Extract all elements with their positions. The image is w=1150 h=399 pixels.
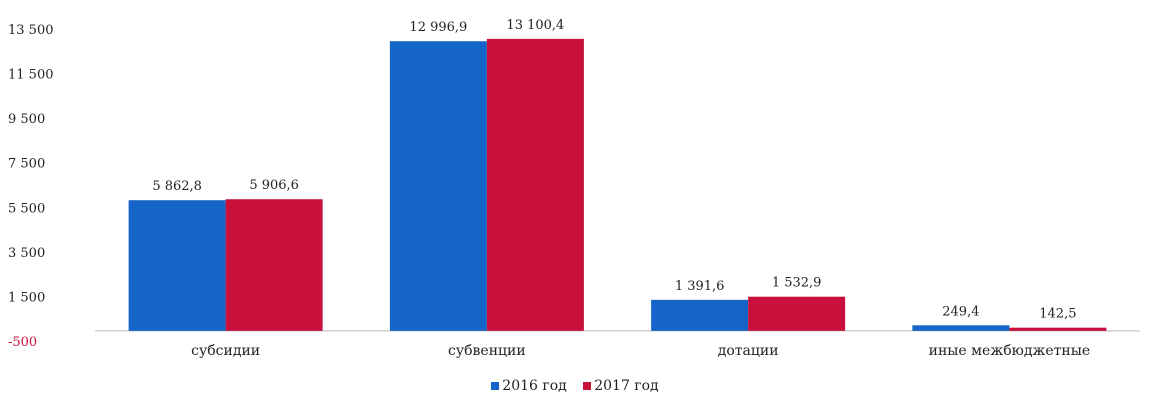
data-label: 13 100,4 bbox=[506, 18, 564, 33]
y-tick-label: 5 500 bbox=[8, 201, 45, 216]
legend-item-2016: 2016 год bbox=[491, 378, 567, 394]
y-tick-label: -500 bbox=[8, 335, 37, 350]
y-tick-label: 9 500 bbox=[8, 112, 45, 127]
bar-2017 bbox=[1009, 327, 1107, 331]
data-label: 1 391,6 bbox=[675, 279, 725, 294]
category-labels: субсидии субвенции дотации иные межбюджетны… bbox=[191, 343, 1090, 359]
bar-2016 bbox=[651, 299, 749, 331]
legend: 2016 год 2017 год bbox=[0, 378, 1150, 394]
bar-2017 bbox=[486, 38, 584, 331]
y-tick-label: 11 500 bbox=[8, 68, 54, 83]
legend-label-2016: 2016 год bbox=[502, 378, 567, 394]
y-tick-label: 1 500 bbox=[8, 290, 45, 305]
bar-2017 bbox=[225, 199, 323, 331]
bars bbox=[128, 38, 1107, 331]
data-label: 142,5 bbox=[1039, 307, 1076, 322]
y-tick-label: 13 500 bbox=[8, 23, 54, 38]
data-label: 5 906,6 bbox=[249, 178, 299, 193]
bar-2016 bbox=[389, 41, 487, 331]
category-label: иные межбюджетные bbox=[929, 343, 1091, 359]
bar-2016 bbox=[128, 200, 226, 331]
legend-swatch-2016 bbox=[491, 382, 500, 390]
bar-2016 bbox=[912, 325, 1010, 331]
category-label: субсидии bbox=[191, 343, 260, 359]
legend-item-2017: 2017 год bbox=[583, 378, 659, 394]
data-label: 1 532,9 bbox=[772, 276, 822, 291]
y-tick-label: 3 500 bbox=[8, 246, 45, 261]
bar-2017 bbox=[748, 296, 846, 331]
value-labels: 5 862,8 5 906,6 12 996,9 13 100,4 1 391,6 1 5… bbox=[152, 18, 1076, 322]
category-label: дотации bbox=[718, 343, 779, 359]
data-label: 5 862,8 bbox=[152, 179, 202, 194]
legend-swatch-2017 bbox=[583, 382, 592, 390]
legend-label-2017: 2017 год bbox=[594, 378, 659, 394]
category-label: субвенции bbox=[448, 343, 526, 359]
y-tick-label: 7 500 bbox=[8, 157, 45, 172]
data-label: 249,4 bbox=[942, 304, 979, 319]
data-label: 12 996,9 bbox=[409, 20, 467, 35]
